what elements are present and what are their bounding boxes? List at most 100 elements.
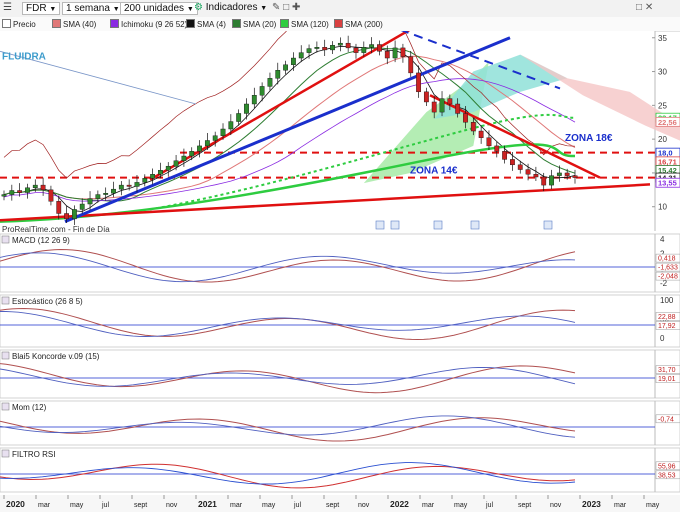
candle-body — [111, 188, 116, 194]
candle-body — [361, 47, 367, 53]
legend-label: SMA (20) — [243, 20, 277, 29]
candle-body — [384, 51, 390, 59]
candle-body — [212, 135, 218, 141]
panel-frame — [0, 233, 680, 293]
period-selector[interactable]: 1 semana ▼ — [62, 2, 124, 15]
price-tag-value: 16,71 — [658, 157, 677, 166]
candle-body — [32, 184, 38, 189]
legend-label: SMA (120) — [291, 20, 329, 29]
panel-signal-line — [0, 462, 576, 485]
legend-label: Ichimoku (9 26 52) — [121, 20, 188, 29]
zona-14-annotation: ZONA 14€ — [410, 166, 458, 177]
legend-swatch — [334, 19, 343, 28]
panel-value-tag: 38,53 — [658, 472, 676, 479]
candle-body — [17, 190, 23, 193]
zona-18-annotation: ZONA 18€ — [565, 133, 613, 144]
sma-200-line — [3, 31, 576, 179]
panel-value-tag-box — [655, 321, 680, 330]
candle-body — [103, 193, 109, 195]
indicator-panel: FILTRO RSI 55,96 38,53 — [0, 447, 680, 493]
symbol-selector[interactable]: FDR ▼ — [22, 2, 61, 15]
price-axis-tick: 30 — [658, 68, 667, 77]
panel-axis-tick: 100 — [660, 296, 674, 305]
legend-swatch — [2, 19, 11, 28]
indicator-panel: Blai5 Koncorde v.09 (15) 31,70 19,01 — [0, 349, 680, 399]
menu-icon[interactable]: ☰ — [3, 2, 12, 13]
candle-body — [40, 184, 46, 191]
source-label: ProRealTime.com - Fin de Día — [2, 225, 110, 234]
legend-item[interactable]: SMA (120) — [280, 19, 329, 29]
price-tag-value: 15,42 — [658, 166, 677, 175]
candle-body — [510, 159, 515, 166]
event-marker-icon — [390, 220, 400, 230]
candle-body — [564, 172, 570, 176]
panel-title: Estocástico (26 8 5) — [12, 297, 83, 306]
candle-body — [189, 151, 195, 157]
candle-body — [283, 64, 288, 71]
legend-label: SMA (200) — [345, 20, 383, 29]
event-marker-icon — [375, 220, 385, 230]
x-axis-tick: 2022 — [390, 499, 409, 509]
legend-swatch — [186, 19, 195, 28]
candle-body — [158, 170, 163, 175]
panel-value-tag-box — [655, 253, 680, 263]
ichimoku-cloud-pink — [520, 54, 680, 141]
candle-body — [494, 145, 500, 152]
panel-settings-icon — [1, 402, 10, 411]
x-axis-tick: mar — [38, 502, 51, 509]
drawing-tools-icon[interactable]: ✎ □ ✚ — [272, 2, 301, 13]
panel-settings-icon — [1, 449, 10, 458]
legend-swatch — [110, 19, 119, 28]
chevron-down-icon: ▼ — [260, 5, 268, 12]
ichimoku-line — [3, 78, 576, 202]
candle-body — [236, 113, 242, 122]
legend-swatch — [52, 19, 61, 28]
panel-value-tag: 17,92 — [658, 323, 676, 330]
legend-item[interactable]: SMA (200) — [334, 19, 383, 29]
candle-body — [423, 91, 429, 103]
chart-area: 353025201510FLUIDRAZONA 18€ZONA 14€ProRe… — [0, 31, 680, 512]
candle-body — [337, 42, 343, 46]
blue-uptrend-line — [64, 36, 511, 223]
candle-body — [275, 70, 281, 79]
indicators-button[interactable]: ⚙ Indicadores ▼ — [194, 2, 267, 14]
panel-value-tag-box — [655, 365, 680, 374]
candle-body — [95, 194, 101, 199]
x-axis-tick: 2023 — [582, 499, 601, 509]
window-controls[interactable]: □ ✕ — [636, 2, 654, 13]
panel-signal-line — [0, 415, 576, 438]
candle-body — [502, 151, 508, 160]
chevron-down-icon: ▼ — [112, 6, 120, 13]
candle-body — [314, 47, 320, 49]
candle-body — [369, 44, 375, 48]
candle-body — [220, 128, 226, 136]
candle-body — [298, 52, 304, 59]
chevron-down-icon: ▼ — [186, 6, 194, 13]
panel-frame — [0, 400, 680, 446]
candle-body — [306, 48, 312, 53]
x-axis-tick: may — [454, 502, 468, 509]
candle-body — [486, 137, 492, 147]
x-axis-tick: may — [262, 502, 276, 509]
panel-value-tag: 55,96 — [658, 463, 676, 470]
legend-item[interactable]: Ichimoku (9 26 52) — [110, 19, 187, 29]
indicators-icon: ⚙ — [194, 2, 203, 13]
candle-body — [79, 203, 85, 210]
legend-label: SMA (40) — [63, 20, 97, 29]
candle-body — [204, 140, 210, 147]
legend-item[interactable]: Precio — [2, 19, 36, 29]
candle-body — [392, 47, 398, 59]
x-axis-tick: nov — [166, 502, 178, 509]
legend-item[interactable]: SMA (4) — [186, 19, 226, 29]
units-selector[interactable]: 200 unidades ▼ — [120, 2, 198, 15]
fluidra-pointer-line — [0, 50, 197, 105]
x-axis-tick: may — [70, 502, 84, 509]
candle-body — [1, 194, 7, 197]
indicator-legend: Precio SMA (40) Ichimoku (9 26 52) SMA (4) S… — [0, 17, 680, 32]
legend-item[interactable]: SMA (40) — [52, 19, 96, 29]
price-axis-tick: 35 — [658, 34, 667, 43]
price-tag-value: 18,0 — [658, 149, 673, 158]
legend-item[interactable]: SMA (20) — [232, 19, 276, 29]
panel-title: Mom (12) — [12, 403, 47, 412]
panel-value-tag: -2,048 — [658, 274, 678, 281]
